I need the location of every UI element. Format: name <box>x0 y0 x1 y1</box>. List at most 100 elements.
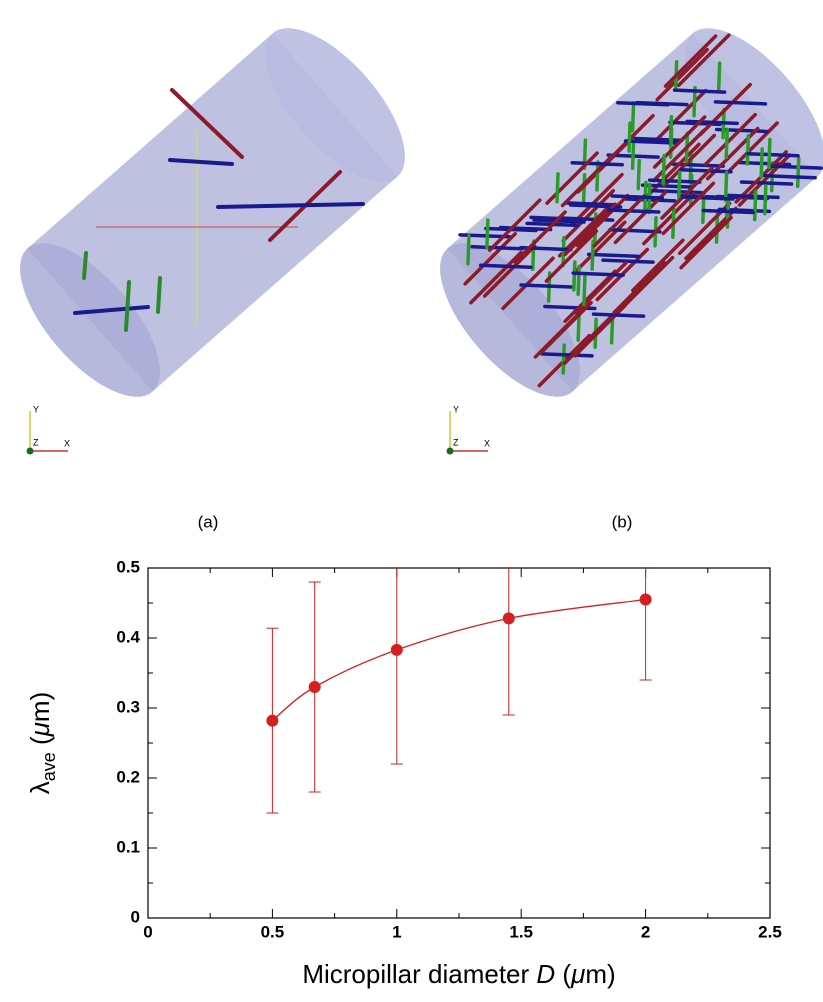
cylinder-cap <box>265 28 405 182</box>
fiber <box>663 34 718 88</box>
fiber <box>671 162 725 168</box>
cylinder-cap <box>440 243 580 397</box>
triad-label: X <box>64 438 70 448</box>
x-tick-label: 0 <box>143 922 152 941</box>
y-tick-label: 0.2 <box>116 767 140 786</box>
cylinder-cap <box>20 243 160 397</box>
fiber <box>723 170 729 203</box>
fiber <box>612 260 666 315</box>
series-line <box>271 598 646 722</box>
fiber <box>581 173 587 205</box>
fiber <box>672 88 727 94</box>
cylinder-render: Y Z X <box>440 28 823 455</box>
fiber <box>561 235 566 268</box>
fiber <box>563 201 618 207</box>
data-point <box>639 593 652 606</box>
fiber <box>769 164 823 170</box>
y-tick-label: 0 <box>131 907 140 926</box>
fiber <box>703 112 757 167</box>
fiber <box>73 305 150 315</box>
fiber <box>767 137 772 170</box>
fiber <box>463 232 517 286</box>
fiber <box>557 204 612 258</box>
x-tick-label: 0.5 <box>261 922 285 941</box>
fiber <box>488 198 542 252</box>
series <box>266 568 652 814</box>
fiber <box>679 215 733 270</box>
fiber <box>561 343 566 375</box>
fiber <box>724 127 729 159</box>
fiber <box>653 88 708 143</box>
fiber <box>631 238 685 293</box>
fiber <box>571 271 625 277</box>
fiber <box>681 195 735 201</box>
fiber <box>561 188 616 243</box>
triad-label: Z <box>453 437 459 447</box>
fiber <box>592 194 647 248</box>
triad-origin <box>446 447 454 455</box>
data-point <box>266 714 279 727</box>
fiber <box>82 251 88 280</box>
fiber <box>544 229 599 283</box>
fiber <box>662 133 717 188</box>
fiber <box>620 255 675 310</box>
fiber <box>501 256 555 310</box>
panel-label: (b) <box>612 512 633 531</box>
fiber <box>636 158 641 191</box>
fiber <box>635 100 689 107</box>
x-tick-label: 1.5 <box>509 922 533 941</box>
fiber <box>610 194 665 200</box>
fiber <box>661 181 716 236</box>
y-axis-label: λave (μm) <box>25 692 59 795</box>
data-point <box>390 643 403 656</box>
fiber <box>576 264 581 297</box>
triad-origin <box>26 447 34 455</box>
fiber <box>677 33 731 87</box>
fiber <box>713 100 768 106</box>
fiber <box>685 119 739 126</box>
fiber <box>642 191 696 246</box>
fiber <box>607 208 661 214</box>
x-axis-label: Micropillar diameter D (μm) <box>302 959 615 989</box>
fiber <box>470 245 524 251</box>
fiber <box>716 61 722 93</box>
cylinder-render: Y Z X <box>20 28 405 455</box>
fiber <box>469 250 523 305</box>
fiber <box>532 218 586 224</box>
triad-label: Y <box>33 404 39 414</box>
fiber <box>660 166 714 220</box>
fiber <box>629 136 684 143</box>
x-tick-label: 2.5 <box>758 922 782 941</box>
fiber <box>608 228 662 234</box>
triad-label: X <box>484 438 490 448</box>
fiber <box>482 244 537 298</box>
fiber <box>763 183 768 216</box>
fiber <box>540 352 594 358</box>
fiber <box>655 47 709 102</box>
fiber <box>630 138 636 171</box>
data-point <box>502 612 515 625</box>
fiber <box>498 225 553 232</box>
fiber <box>763 173 817 180</box>
fiber <box>563 269 617 324</box>
fiber <box>745 134 751 166</box>
fiber <box>661 153 666 186</box>
fiber <box>466 233 471 266</box>
fiber <box>795 156 801 189</box>
y-tick-label: 0.1 <box>116 837 140 856</box>
fiber <box>570 161 624 167</box>
data-point <box>308 681 321 693</box>
y-tick-label: 0.3 <box>116 697 140 716</box>
fiber <box>746 151 800 158</box>
plot-frame <box>147 567 771 919</box>
fiber <box>575 193 630 248</box>
fiber <box>677 170 682 203</box>
fiber <box>595 160 600 192</box>
fiber <box>519 283 573 289</box>
fiber <box>562 311 617 366</box>
fiber <box>726 193 780 200</box>
fiber <box>539 301 593 355</box>
fiber <box>613 190 668 245</box>
fiber <box>725 121 779 175</box>
fiber <box>739 180 794 186</box>
